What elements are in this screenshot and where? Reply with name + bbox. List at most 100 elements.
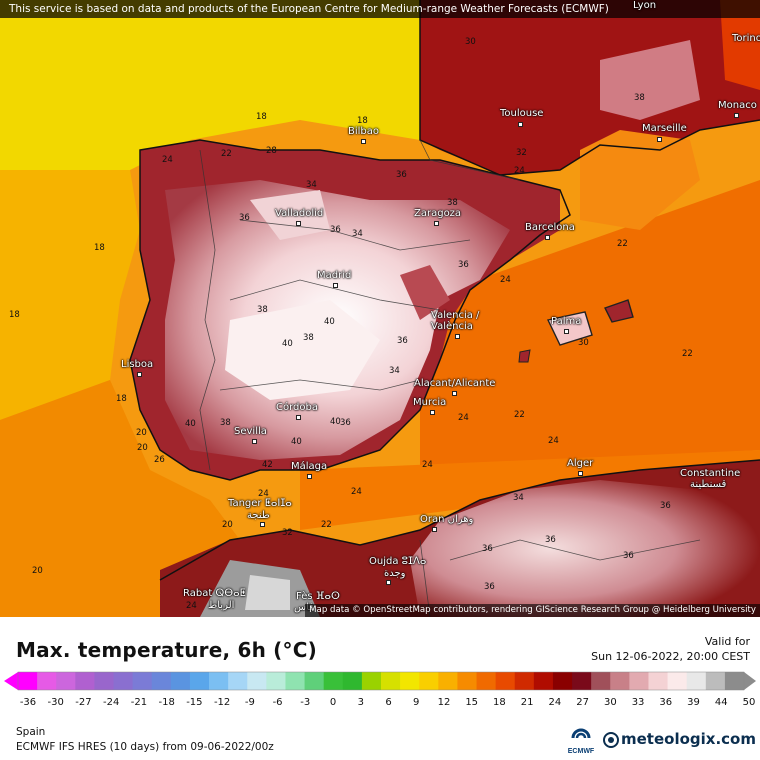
city-label-oran[interactable]: Oran وهران — [420, 514, 474, 525]
scale-swatch — [37, 672, 57, 690]
city-label-marseille[interactable]: Marseille — [642, 123, 687, 134]
scale-swatch — [476, 672, 497, 690]
scale-tick-label: 36 — [659, 697, 673, 708]
city-label-valencia[interactable]: Valencia / València — [431, 310, 480, 332]
contour-label: 40 — [185, 419, 196, 429]
city-label-madrid[interactable]: Madrid — [317, 270, 352, 281]
city-label-tanger-ar[interactable]: طنجة — [247, 510, 270, 521]
city-dot-sevilla — [252, 439, 257, 444]
city-label-rabat-ar[interactable]: الرباط — [208, 600, 235, 611]
contour-label: 22 — [514, 410, 525, 420]
scale-swatch — [419, 672, 439, 690]
city-label-constantine-ar[interactable]: قسنطينة — [690, 479, 727, 490]
city-dot-monaco — [734, 113, 739, 118]
scale-swatch — [189, 672, 210, 690]
contour-label: 22 — [221, 149, 232, 159]
scale-tick-label: 9 — [413, 697, 420, 708]
mediterranean — [420, 180, 760, 470]
city-label-fes[interactable]: Fès ⴼⴰⵙ — [296, 591, 340, 602]
contour-label: 18 — [9, 310, 20, 320]
contour-label: 18 — [116, 394, 127, 404]
contour-label: 24 — [162, 155, 173, 165]
scale-swatch — [304, 672, 325, 690]
contour-label: 24 — [548, 436, 559, 446]
city-dot-palma — [564, 329, 569, 334]
city-label-barcelona[interactable]: Barcelona — [525, 222, 575, 233]
city-label-torino[interactable]: Torino — [732, 33, 760, 44]
contour-label: 36 — [340, 418, 351, 428]
contour-label: 32 — [516, 148, 527, 158]
contour-label: 38 — [447, 198, 458, 208]
map-canvas — [0, 0, 760, 617]
contour-label: 24 — [186, 601, 197, 611]
city-label-bilbao[interactable]: Bilbao — [348, 126, 380, 137]
city-label-murcia[interactable]: Murcia — [413, 397, 447, 408]
ecmwf-logo-icon: ECMWF — [568, 728, 595, 755]
city-label-fes-ar[interactable]: فاس — [294, 602, 315, 613]
city-label-valladolid[interactable]: Valladolid — [275, 208, 324, 219]
city-label-zaragoza[interactable]: Zaragoza — [414, 208, 462, 219]
city-label-alger[interactable]: Alger — [567, 458, 594, 469]
city-dot-valladolid — [296, 221, 301, 226]
contour-label: 40 — [324, 317, 335, 327]
city-label-oujda-ar[interactable]: وجدة — [384, 568, 406, 579]
scale-tick-label: -27 — [75, 697, 92, 708]
meteologix-logo-icon — [603, 732, 619, 748]
contour-label: 24 — [458, 413, 469, 423]
city-label-monaco[interactable]: Monaco — [718, 100, 757, 111]
scale-swatch — [361, 672, 382, 690]
city-label-sevilla[interactable]: Sevilla — [234, 426, 267, 437]
scale-arrow-right — [744, 672, 756, 690]
city-label-cordoba[interactable]: Córdoba — [276, 402, 318, 413]
city-label-alicante[interactable]: Alacant/Alicante — [414, 378, 496, 389]
contour-label: 40 — [282, 339, 293, 349]
contour-label: 30 — [578, 338, 589, 348]
scale-swatch — [323, 672, 344, 690]
scale-tick-label: 33 — [631, 697, 645, 708]
contour-label: 36 — [623, 551, 634, 561]
scale-tick-label: 15 — [465, 697, 479, 708]
contour-label: 36 — [660, 501, 671, 511]
city-dot-alger — [578, 471, 583, 476]
city-label-lisboa[interactable]: Lisboa — [121, 359, 154, 370]
contour-label: 38 — [220, 418, 231, 428]
scale-swatch — [132, 672, 153, 690]
city-dot-barcelona — [545, 235, 550, 240]
contour-label: 36 — [396, 170, 407, 180]
contour-label: 24 — [514, 166, 525, 176]
city-dot-valencia — [455, 334, 460, 339]
city-dot-cordoba — [296, 415, 301, 420]
scale-tick-label: 6 — [385, 697, 392, 708]
city-label-malaga[interactable]: Málaga — [291, 461, 328, 472]
city-label-tanger[interactable]: Tanger ⵟⴰⵏⵊⴰ — [228, 498, 292, 509]
contour-label: 38 — [303, 333, 314, 343]
scale-swatch — [514, 672, 535, 690]
city-dot-toulouse — [518, 122, 523, 127]
temperature-map[interactable]: This service is based on data and produc… — [0, 0, 760, 617]
city-label-rabat[interactable]: Rabat ⵕⴱⴰⵟ — [183, 588, 246, 599]
city-label-constantine[interactable]: Constantine — [680, 468, 741, 479]
osm-attribution: Map data © OpenStreetMap contributors, r… — [305, 604, 760, 617]
scale-swatch — [266, 672, 286, 690]
scale-swatch — [572, 672, 592, 690]
brand-link[interactable]: meteologix.com — [621, 730, 756, 748]
ecmwf-attribution: This service is based on data and produc… — [0, 0, 760, 18]
color-scale-bar[interactable] — [0, 670, 760, 694]
contour-label: 34 — [513, 493, 524, 503]
contour-label: 34 — [389, 366, 400, 376]
contour-label: 24 — [422, 460, 433, 470]
city-label-palma[interactable]: Palma — [551, 316, 582, 327]
scale-swatch — [438, 672, 458, 690]
scale-tick-label: 50 — [742, 697, 756, 708]
city-label-lyon[interactable]: Lyon — [633, 0, 657, 11]
scale-swatch — [629, 672, 649, 690]
scale-tick-label: 39 — [687, 697, 700, 708]
model-run-label: ECMWF IFS HRES (10 days) from 09-06-2022… — [16, 741, 274, 753]
contour-label: 32 — [282, 528, 293, 538]
city-dot-madrid — [333, 283, 338, 288]
contour-label: 20 — [222, 520, 233, 530]
scale-swatch — [552, 672, 573, 690]
city-label-toulouse[interactable]: Toulouse — [500, 108, 544, 119]
city-label-oujda[interactable]: Oujda ⵓⵊⴷⴰ — [369, 556, 427, 567]
scale-tick-label: 27 — [576, 697, 589, 708]
